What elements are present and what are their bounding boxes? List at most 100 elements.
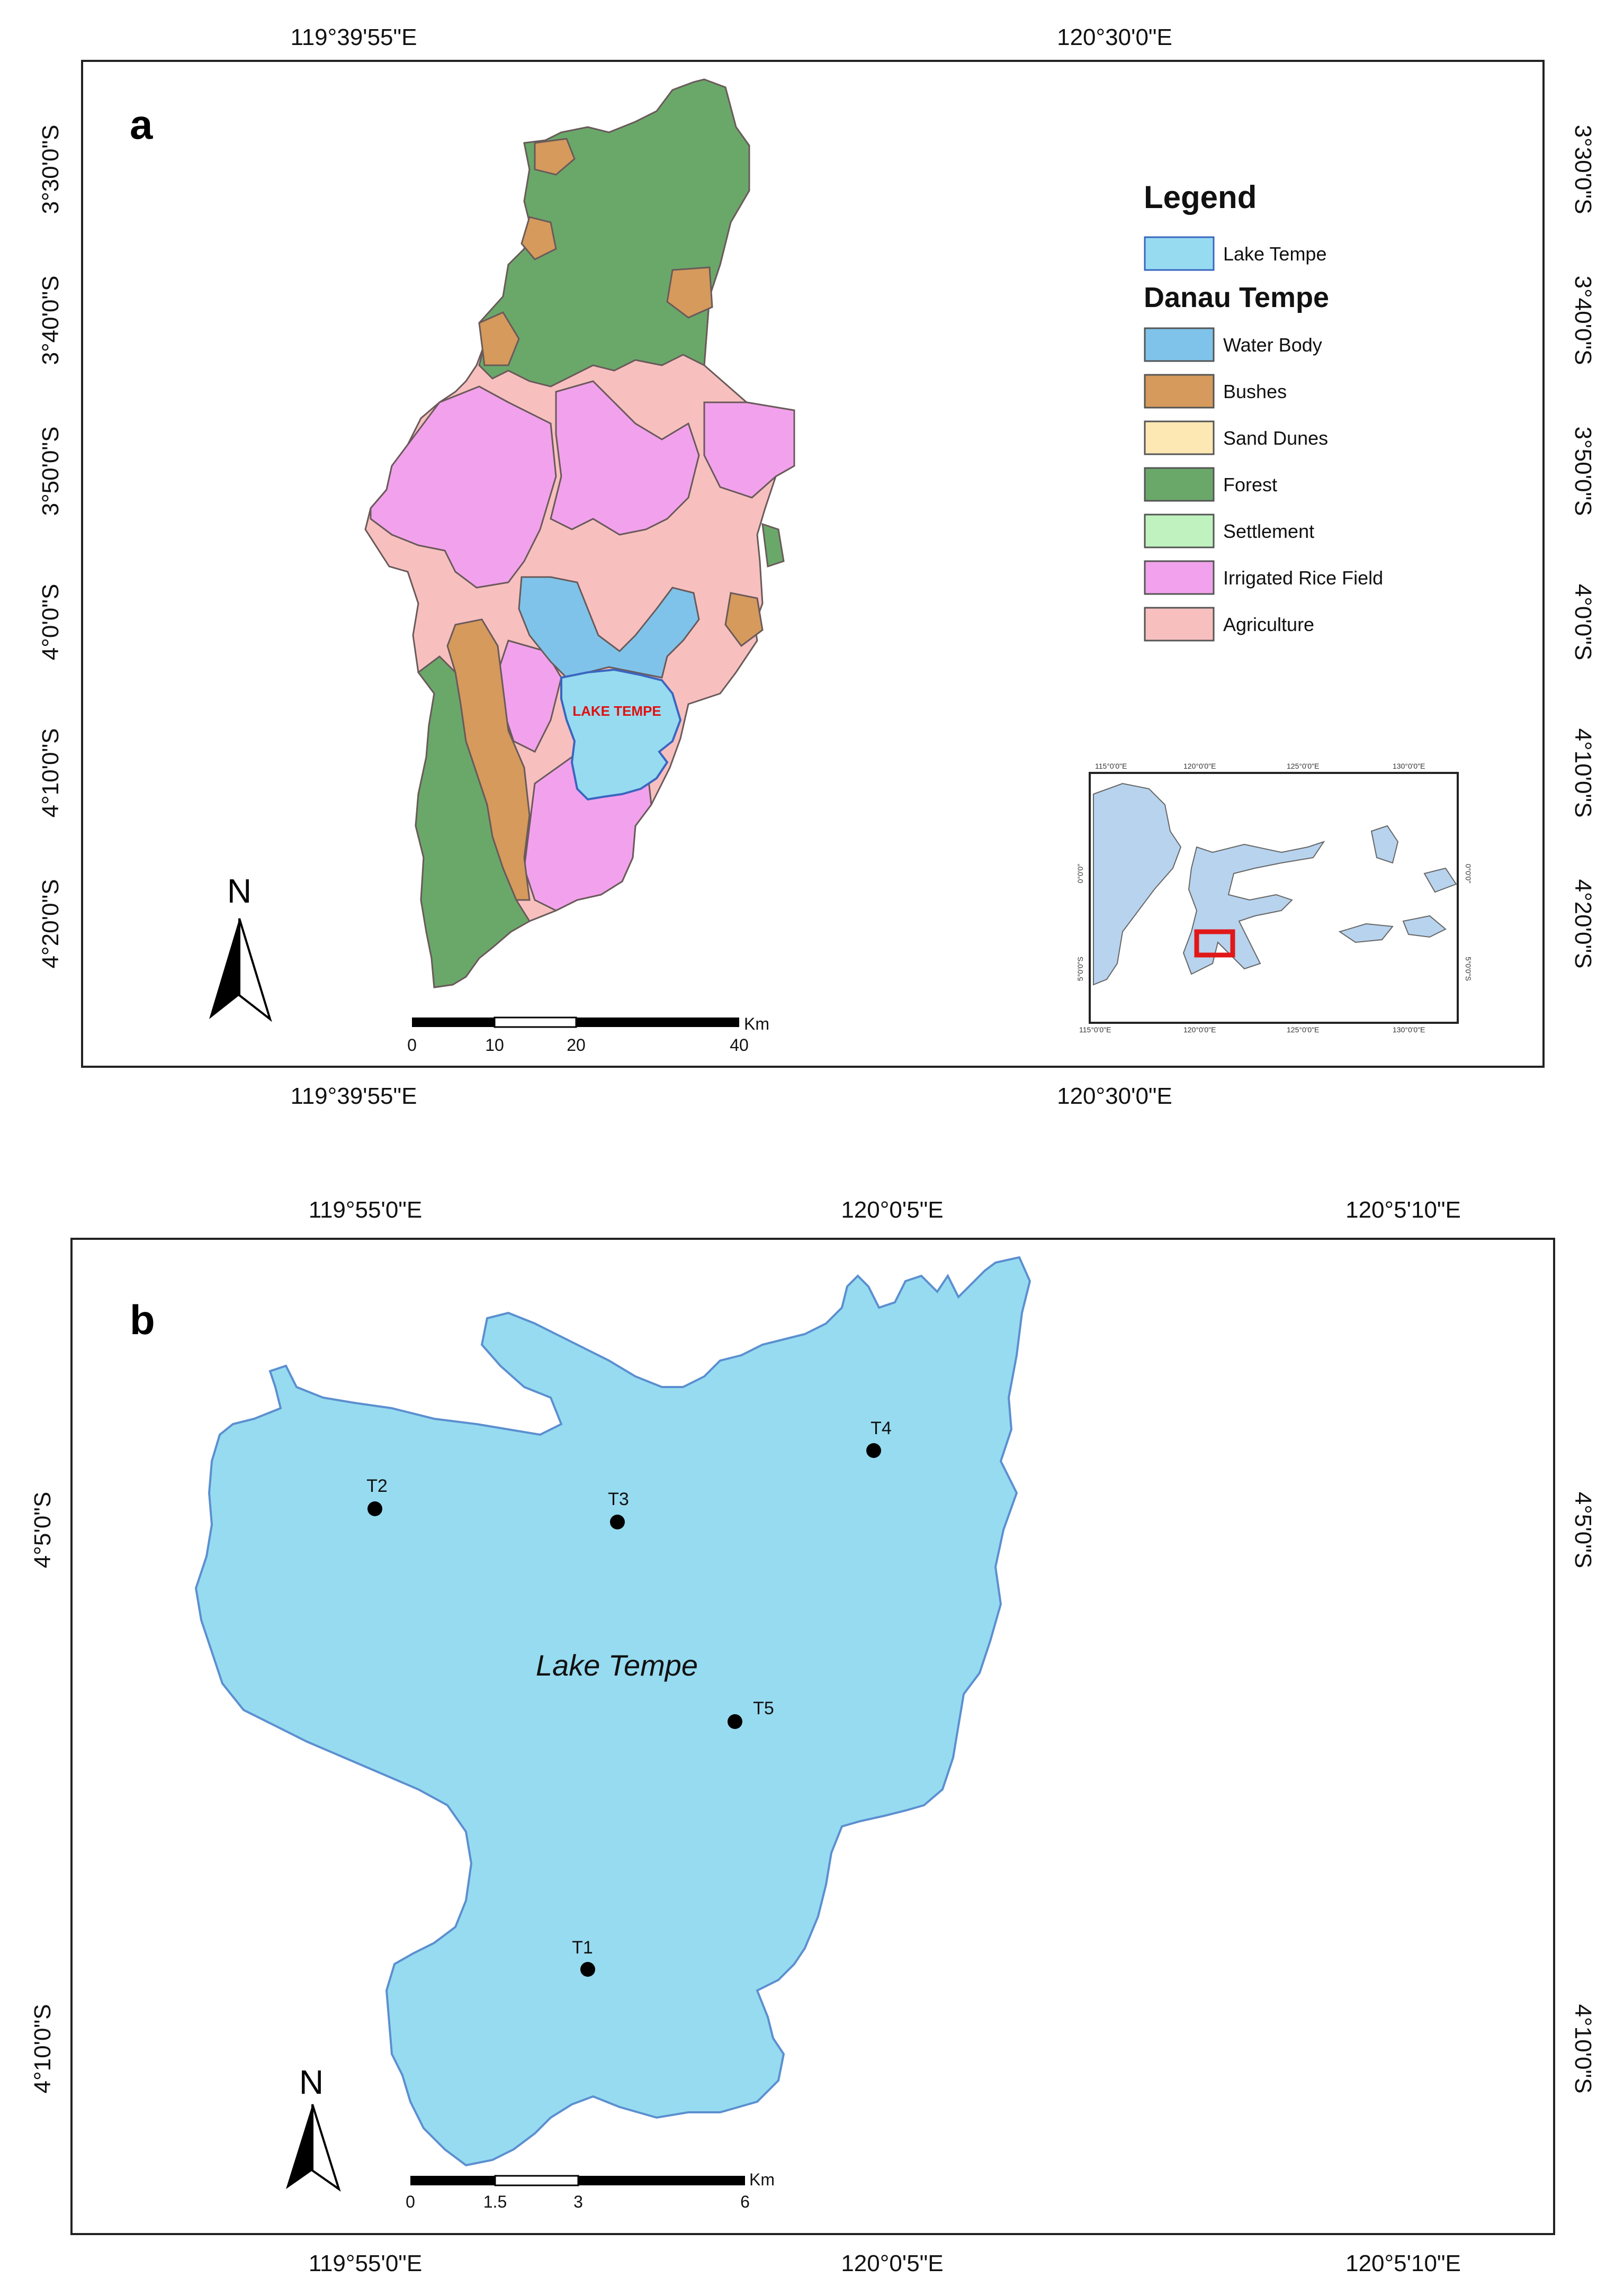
panel-a-left-coord-5: 4°10'0"S: [38, 728, 64, 818]
forest-east: [761, 523, 785, 568]
scale-b-label-6: 6: [740, 2192, 750, 2211]
site-t4-marker: [866, 1443, 881, 1458]
panel-a-bottom-coord-1: 119°39'55"E: [291, 1083, 417, 1109]
panel-b-bottom-coord-3: 120°5'10"E: [1345, 2250, 1461, 2276]
legend-swatch-water-body: [1144, 327, 1215, 362]
panel-a-left-coord-2: 3°40'0"S: [38, 276, 64, 365]
inset-top-tick-3: 125°0'0"E: [1287, 762, 1320, 770]
rice-field-east: [703, 401, 795, 499]
legend-swatch-irrigated-rice-field: [1144, 560, 1215, 595]
inset-top-tick-4: 130°0'0"E: [1393, 762, 1425, 770]
site-t1-label: T1: [572, 1938, 593, 1958]
north-arrow-a-left: [209, 919, 239, 1019]
lake-tempe-detail: [194, 1256, 1031, 2167]
inset-sulawesi: [1182, 841, 1325, 975]
bushes-north-1: [534, 138, 576, 176]
inset-top-tick-2: 120°0'0"E: [1183, 762, 1216, 770]
north-arrow-b-label: N: [299, 2063, 324, 2101]
scale-a-label-10: 10: [485, 1036, 504, 1055]
panel-b-bottom-coord-2: 120°0'5"E: [841, 2250, 943, 2276]
inset-map: 115°0'0"E 120°0'0"E 125°0'0"E 130°0'0"E …: [1076, 762, 1473, 1034]
panel-a-top-coord-2: 120°30'0"E: [1057, 24, 1172, 50]
panel-a: 119°39'55"E 120°30'0"E 119°39'55"E 120°3…: [38, 24, 1596, 1109]
panel-b-top-coord-2: 120°0'5"E: [841, 1197, 943, 1223]
inset-left-tick-2: 5°0'0"S: [1076, 957, 1084, 981]
inset-bottom-tick-1: 115°0'0"E: [1079, 1025, 1111, 1034]
panel-a-right-coord-3: 3°50'0"S: [1570, 427, 1596, 516]
rice-field-center: [550, 380, 700, 536]
scale-bar-a: 0 10 20 40 Km: [407, 1014, 769, 1055]
panel-b-right-coord-1: 4°5'0"S: [1570, 1492, 1596, 1568]
scale-b-label-1-5: 1.5: [483, 2192, 507, 2211]
land-use-map: [364, 78, 795, 988]
panel-a-right-coord-5: 4°10'0"S: [1570, 728, 1596, 818]
site-t4-label: T4: [871, 1418, 892, 1438]
inset-left-tick-1: 0°0'0": [1076, 864, 1084, 884]
bushes-north-3: [478, 311, 520, 366]
panel-b-bottom-coord-1: 119°55'0"E: [309, 2250, 423, 2276]
legend-label-water-body: Water Body: [1223, 334, 1322, 356]
site-t3-label: T3: [608, 1489, 629, 1509]
legend-label-irrigated-rice-field: Irrigated Rice Field: [1223, 567, 1383, 589]
site-t5-marker: [728, 1714, 742, 1729]
inset-east-island-2: [1338, 923, 1394, 943]
inset-east-island-3: [1402, 915, 1447, 938]
legend-label-sand-dunes: Sand Dunes: [1223, 427, 1328, 449]
panel-a-left-coord-4: 4°0'0"S: [38, 584, 64, 660]
inset-top-tick-1: 115°0'0"E: [1095, 762, 1127, 770]
north-arrow-b-right: [311, 2104, 341, 2192]
inset-east-island-1: [1370, 825, 1399, 864]
north-arrow-b: N: [286, 2063, 341, 2192]
rice-field-west: [370, 385, 557, 589]
legend-subtitle: Danau Tempe: [1144, 282, 1329, 313]
bushes-southwest: [446, 618, 531, 901]
panel-a-left-coord-6: 4°20'0"S: [38, 879, 64, 969]
inset-right-tick-2: 5°0'0"S: [1464, 957, 1473, 981]
legend-label-bushes: Bushes: [1223, 381, 1287, 402]
legend: Legend Lake Tempe Danau Tempe Water Body…: [1144, 179, 1383, 642]
panel-a-right-coord-6: 4°20'0"S: [1570, 879, 1596, 969]
panel-a-bottom-coord-2: 120°30'0"E: [1057, 1083, 1172, 1109]
lake-tempe-main: [560, 668, 682, 801]
scale-a-label-40: 40: [730, 1036, 749, 1055]
legend-swatch-settlement: [1144, 514, 1215, 548]
panel-b-left-coord-2: 4°10'0"S: [30, 2004, 56, 2094]
scale-a-seg-1: [412, 1018, 495, 1027]
scale-b-seg-3: [578, 2176, 745, 2185]
legend-swatch-lake: [1144, 236, 1215, 271]
panel-a-right-coord-2: 3°40'0"S: [1570, 276, 1596, 365]
north-arrow-b-left: [286, 2104, 312, 2189]
bushes-east: [724, 592, 764, 647]
panel-a-letter: a: [130, 101, 153, 148]
panel-b-left-coord-1: 4°5'0"S: [30, 1492, 56, 1568]
scale-a-label-20: 20: [567, 1036, 586, 1055]
scale-b-label-0: 0: [406, 2192, 415, 2211]
scale-b-seg-2: [494, 2175, 579, 2186]
legend-swatch-agriculture: [1144, 607, 1215, 642]
legend-swatch-sand-dunes: [1144, 420, 1215, 455]
scale-a-seg-2: [494, 1016, 577, 1028]
site-t5-label: T5: [753, 1698, 774, 1718]
lake-tempe-map-label: LAKE TEMPE: [572, 703, 661, 719]
panel-a-left-coord-1: 3°30'0"S: [38, 125, 64, 214]
legend-label-settlement: Settlement: [1223, 520, 1314, 542]
bushes-north-4: [521, 216, 557, 260]
site-t2-marker: [367, 1501, 382, 1516]
panel-b: 119°55'0"E 120°0'5"E 120°5'10"E 119°55'0…: [30, 1197, 1596, 2276]
panel-a-top-coord-1: 119°39'55"E: [291, 24, 417, 50]
north-arrow-a-label: N: [227, 872, 252, 910]
inset-study-area-box: [1194, 929, 1235, 958]
legend-label-forest: Forest: [1223, 474, 1277, 496]
legend-swatch-forest: [1144, 467, 1215, 502]
sampling-sites: T1 T2 T3 T4 T5: [366, 1418, 892, 1977]
water-body: [518, 576, 700, 679]
site-t2-label: T2: [366, 1476, 388, 1496]
panel-b-letter: b: [130, 1296, 155, 1343]
scale-b-unit: Km: [749, 2170, 775, 2189]
panel-b-top-coord-3: 120°5'10"E: [1345, 1197, 1461, 1223]
panel-b-right-coord-2: 4°10'0"S: [1570, 2004, 1596, 2094]
north-arrow-a: N: [209, 872, 272, 1022]
inset-bottom-tick-2: 120°0'0"E: [1183, 1025, 1216, 1034]
lake-tempe-label: Lake Tempe: [536, 1649, 698, 1682]
